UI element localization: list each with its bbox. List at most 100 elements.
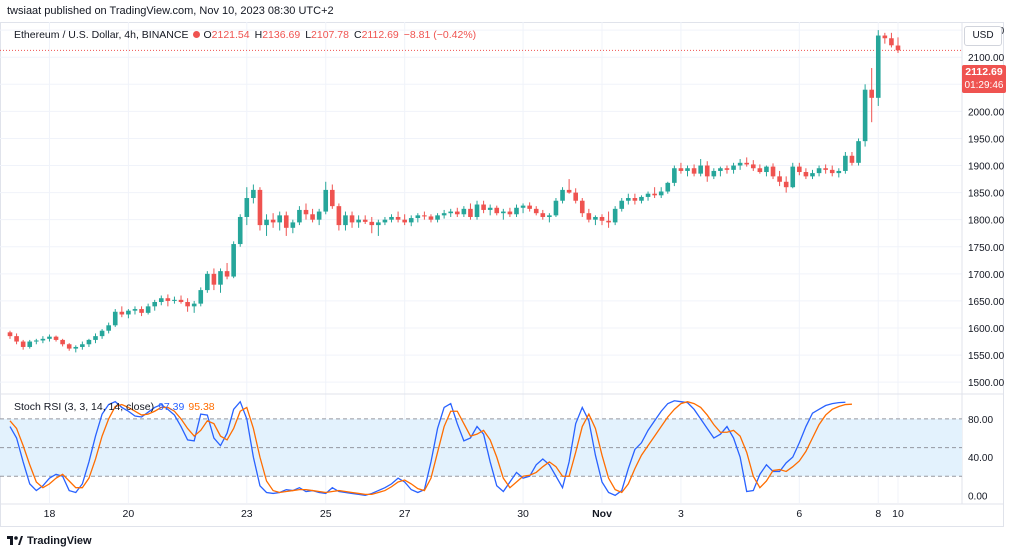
candle-body [843,155,848,171]
candle-body [270,219,276,223]
candle-body [382,219,388,223]
candle-body [152,302,158,307]
candle-body [856,141,861,163]
low-value: 2107.78 [311,29,349,41]
price-tick-label: 1950.00 [968,134,1005,145]
candle-body [343,215,348,226]
candle-body [428,216,434,220]
candle-body [737,162,743,166]
candle-body [53,336,59,340]
price-tick-label: 1650.00 [968,297,1005,308]
candle-body [139,309,144,313]
candle-body [882,35,888,39]
candle-body [665,182,671,192]
candle-body [468,208,473,217]
candle-body [507,211,513,215]
tradingview-logo-icon [7,536,23,545]
candle-body [316,211,322,220]
stoch-rsi-title: Stoch RSI (3, 3, 14, 14, close) [14,401,155,413]
date-tick-label: 3 [678,508,684,520]
candle-body [849,155,855,163]
date-tick-label: 18 [44,508,56,520]
candle-body [441,213,447,216]
high-label: H [254,29,263,41]
candle-body [237,216,243,245]
candle-body [158,298,164,303]
candle-body [205,273,210,291]
candle-body [126,310,131,315]
candle-body [803,172,809,177]
date-tick-label: 10 [892,508,904,520]
candle-body [132,309,138,311]
candle-body [823,168,828,170]
candle-body [875,35,881,98]
date-tick-label: 30 [517,508,529,520]
candle-body [573,192,578,201]
candle-body [553,200,559,216]
candle-body [435,215,440,220]
candle-body [797,166,802,173]
candle-body [658,191,664,196]
candle-body [579,200,585,214]
candle-body [119,311,125,315]
date-tick-label: 6 [796,508,802,520]
tradingview-logo[interactable]: TradingView [7,535,92,547]
candle-body [790,166,796,188]
candle-body [224,271,230,277]
candle-body [632,198,638,201]
candle-body [586,213,592,220]
date-tick-label: Nov [592,508,612,520]
candle-body [402,219,407,223]
candle-body [487,207,493,210]
candle-body [777,176,782,182]
candle-body [704,165,710,177]
candle-body [277,215,282,223]
candle-body [836,170,842,174]
candle-body [99,330,105,337]
candle-body [27,341,33,347]
candle-body [106,325,111,331]
candle-body [895,45,901,51]
currency-button[interactable]: USD [964,26,1002,46]
candle-body [869,89,874,98]
date-tick-label: 27 [399,508,411,520]
publish-info: twsiaat published on TradingView.com, No… [7,5,334,17]
candle-body [185,302,190,307]
candle-body [533,208,539,214]
candle-body [191,303,197,307]
candle-body [283,215,289,228]
candle-body [80,344,85,347]
candle-body [244,198,250,217]
rsi-tick-label: 80.00 [968,415,993,426]
candle-body [60,339,65,345]
date-tick-label: 20 [123,508,135,520]
candle-body [362,219,368,222]
candle-body [514,207,519,215]
candle-body [547,215,552,217]
candle-body [415,215,421,219]
candle-body [336,206,342,226]
candle-body [251,189,256,199]
candle-body [540,213,546,217]
candle-body [606,220,611,223]
stoch-rsi-d-line [9,401,852,496]
symbol-legend: Ethereum / U.S. Dollar, 4h, BINANCE O2121… [14,29,481,41]
candle-body [448,211,454,214]
tradingview-logo-text: TradingView [27,535,92,547]
candle-body [14,336,19,342]
rsi-tick-label: 40.00 [968,453,993,464]
open-value: 2121.54 [211,29,250,41]
candle-body [718,168,723,171]
price-tick-label: 2100.00 [968,53,1005,64]
candle-body [257,189,263,226]
price-tick-label: 1700.00 [968,270,1005,281]
candle-body [566,189,572,193]
candle-body [599,216,605,221]
candle-body [691,168,697,174]
candle-body [264,219,269,226]
candle-body [783,181,789,188]
price-tick-label: 1500.00 [968,378,1005,389]
date-tick-label: 23 [241,508,253,520]
candle-body [369,221,375,226]
